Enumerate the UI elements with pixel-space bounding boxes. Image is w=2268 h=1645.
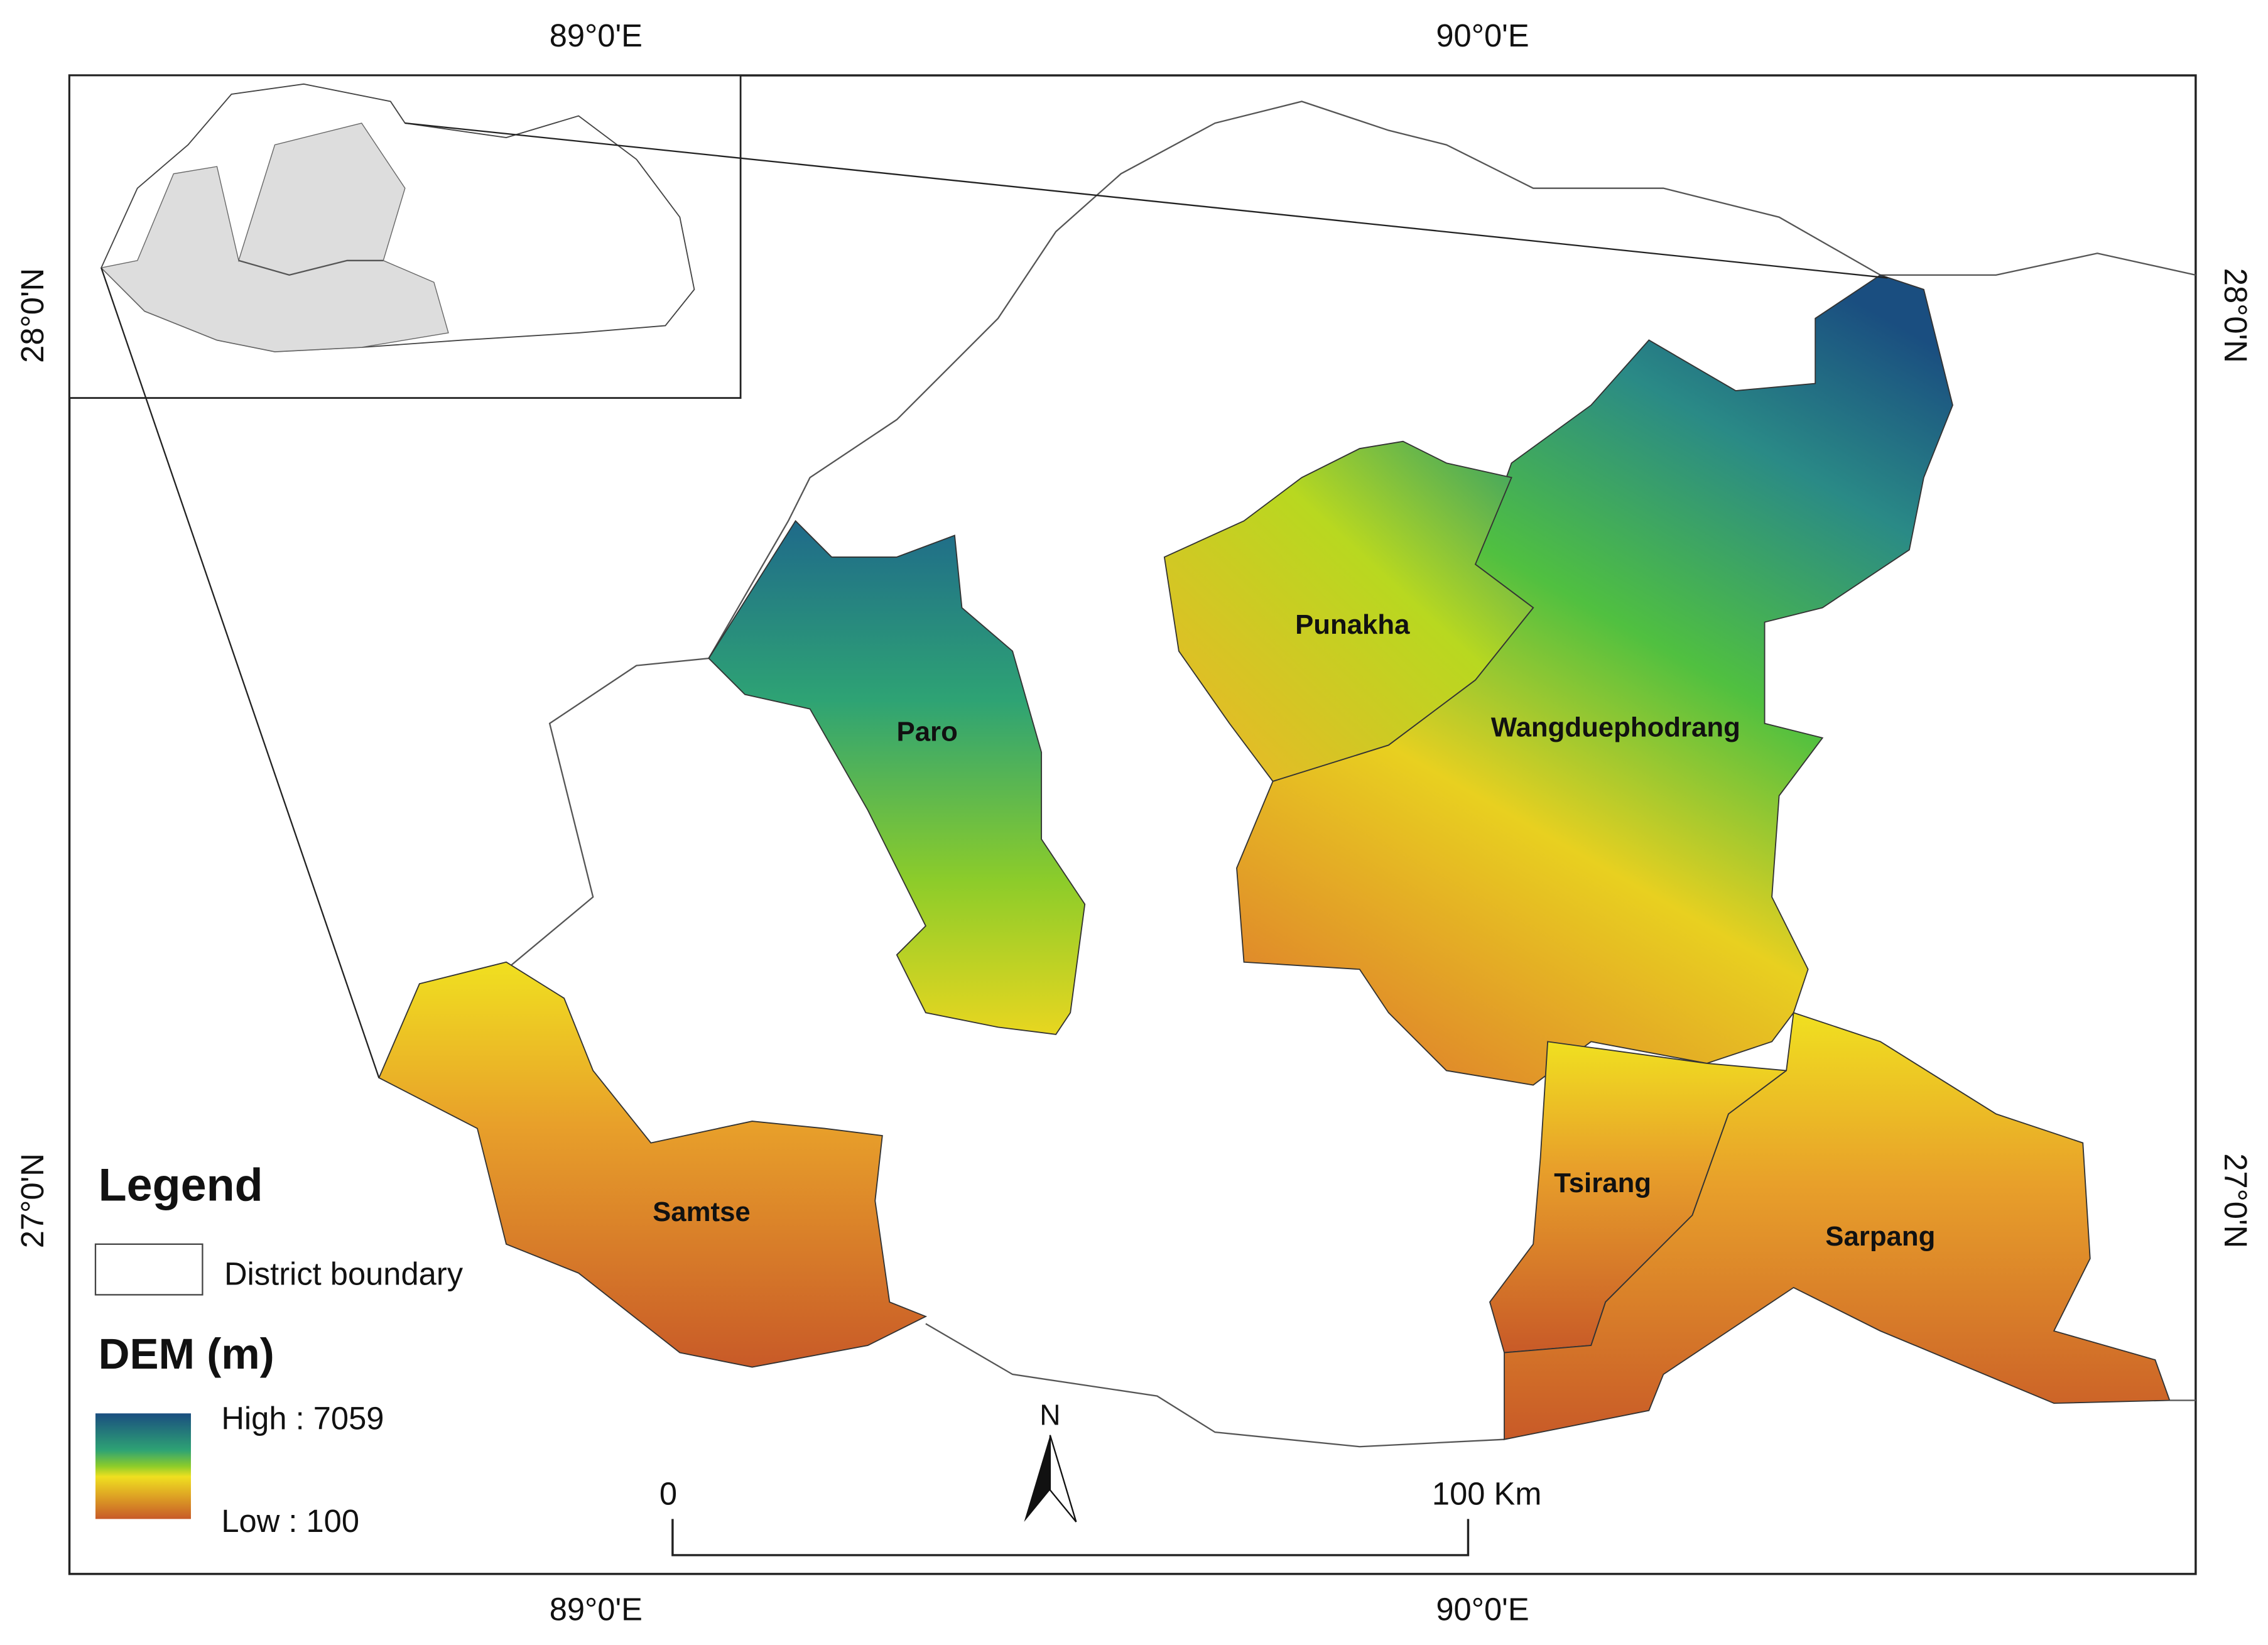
inset-districts <box>238 259 384 276</box>
lat-label: 27°0'N <box>14 1153 50 1248</box>
north-arrow <box>1049 1435 1077 1523</box>
legend-label: District boundary <box>224 1256 464 1291</box>
inset-connector <box>100 267 380 1078</box>
district-samtse <box>378 961 928 1368</box>
district-sarpang <box>1504 1012 2171 1440</box>
legend-label: Low : 100 <box>221 1503 359 1539</box>
lon-label: 89°0'E <box>550 18 643 53</box>
legend-ramp <box>95 1413 191 1519</box>
legend-dem-title: DEM (m) <box>99 1329 274 1378</box>
lon-label: 90°0'E <box>1436 1592 1529 1627</box>
district-label: Paro <box>897 716 958 747</box>
district-label: Punakha <box>1295 609 1410 640</box>
country-boundary <box>378 100 2196 1078</box>
lat-label: 28°0'N <box>2218 268 2254 363</box>
country-boundary-south <box>925 1323 1505 1448</box>
scale-label: 0 <box>659 1475 677 1511</box>
scale-bar <box>671 1519 1470 1556</box>
lat-label: 27°0'N <box>2218 1153 2254 1248</box>
legend-swatch <box>94 1243 203 1296</box>
district-label: Sarpang <box>1825 1221 1935 1252</box>
lat-label: 28°0'N <box>14 268 50 363</box>
district-wangduephodrang <box>1236 274 1953 1086</box>
district-punakha <box>1163 440 1534 782</box>
lon-label: 89°0'E <box>550 1592 643 1627</box>
scale-label: 100 Km <box>1432 1475 1542 1511</box>
district-label: Tsirang <box>1554 1168 1651 1198</box>
north-label: N <box>1039 1399 1060 1431</box>
inset-study-area <box>100 122 449 352</box>
district-label: Wangduephodrang <box>1491 712 1740 742</box>
inset-connector <box>404 122 1888 279</box>
lon-label: 90°0'E <box>1436 18 1529 53</box>
legend-title: Legend <box>99 1159 263 1211</box>
district-paro <box>708 519 1086 1035</box>
legend-label: High : 7059 <box>221 1401 384 1436</box>
district-label: Samtse <box>653 1197 751 1227</box>
